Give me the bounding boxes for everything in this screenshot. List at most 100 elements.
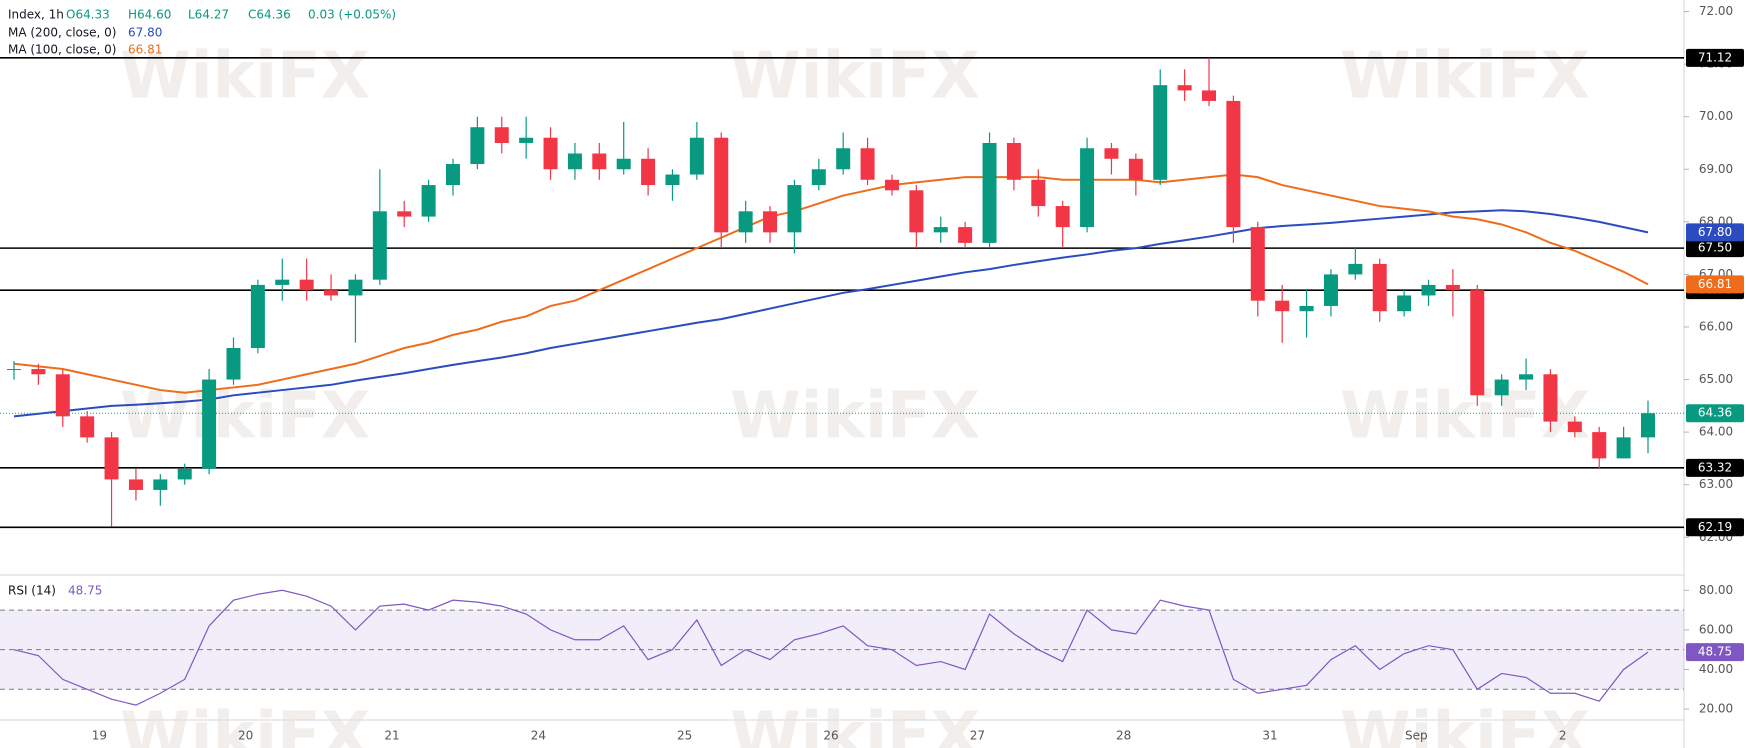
candle-body: [1348, 263, 1363, 275]
candle-body: [372, 211, 387, 280]
level-label: 62.19: [1698, 520, 1732, 534]
candle-body: [787, 185, 802, 233]
rsi-tick-label: 20.00: [1699, 702, 1733, 716]
candle-body: [714, 137, 729, 233]
candle-body: [1494, 379, 1509, 396]
candle-body: [494, 127, 509, 143]
ma-label: 66.81: [1698, 277, 1732, 291]
x-tick-label: 26: [823, 729, 838, 743]
level-box: [1686, 518, 1744, 537]
moving-average: [13, 209, 1649, 418]
candle-body: [1250, 227, 1265, 301]
y-tick-label: 70.00: [1699, 109, 1733, 123]
candle-body: [226, 348, 241, 380]
level-box: [1686, 239, 1744, 258]
candle-body: [1031, 179, 1046, 207]
candle-body: [1323, 274, 1338, 306]
candle-body: [1616, 437, 1631, 459]
watermarks: WikiFX WikiFX WikiFX WikiFX WikiFX WikiFX Wiki…: [120, 40, 1590, 748]
ma-label: 67.80: [1698, 225, 1732, 239]
x-tick-label: 21: [384, 729, 399, 743]
ma-legend-label: MA (100, close, 0): [8, 43, 116, 57]
x-tick-label: 24: [531, 729, 546, 743]
candle-body: [1397, 295, 1412, 312]
ma-box: [1686, 223, 1744, 242]
plot: [0, 57, 1684, 706]
x-tick-label: 2: [1559, 729, 1567, 743]
candle-body: [1006, 142, 1021, 180]
level-label: 67.50: [1698, 241, 1732, 255]
change: 0.03 (+0.05%): [308, 8, 396, 22]
candle-body: [641, 158, 656, 186]
watermark: WikiFX: [1340, 700, 1590, 748]
last-price-box: [1686, 404, 1744, 423]
candle-body: [1641, 413, 1655, 438]
level-label: 63.32: [1698, 460, 1732, 474]
rsi-box: [1686, 643, 1744, 662]
watermark: WikiFX: [120, 40, 370, 114]
candle-body: [1445, 284, 1460, 291]
candle-body: [299, 279, 314, 291]
candle-body: [1128, 158, 1143, 180]
rsi-legend-value: 48.75: [68, 584, 102, 598]
rsi-tick-label: 40.00: [1699, 662, 1733, 676]
x-tick-label: 27: [970, 729, 985, 743]
x-tick-label: 25: [677, 729, 692, 743]
candle-body: [1470, 290, 1485, 396]
candle-body: [665, 174, 680, 186]
candle-body: [1421, 284, 1436, 296]
watermark: WikiFX: [730, 40, 980, 114]
candle-body: [1055, 206, 1070, 228]
y-tick-label: 69.00: [1699, 162, 1733, 176]
watermark: WikiFX: [730, 380, 980, 454]
rsi-line: [13, 589, 1649, 706]
x-tick-label: Sep: [1405, 729, 1428, 743]
candle-body: [1275, 300, 1290, 312]
candle-body: [55, 374, 70, 417]
candle-body: [7, 369, 21, 371]
candle-body: [1372, 263, 1387, 312]
candle-body: [811, 169, 826, 186]
watermark: WikiFX: [730, 700, 980, 748]
candle-body: [202, 379, 217, 469]
watermark: WikiFX: [120, 700, 370, 748]
ma-box: [1686, 275, 1744, 294]
candle-body: [153, 479, 168, 490]
candle-body: [836, 148, 851, 170]
y-tick-label: 65.00: [1699, 372, 1733, 386]
legend: Index, 1h O64.33 H64.60 L64.27 C64.36 0.…: [8, 8, 396, 598]
candle-body: [177, 468, 192, 480]
rsi-label: 48.75: [1698, 645, 1732, 659]
candle-body: [445, 164, 460, 186]
watermark: WikiFX: [1340, 40, 1590, 114]
level-box: [1686, 48, 1744, 67]
ma-legend-value: 66.81: [128, 43, 162, 57]
axes: 62.0063.0064.0065.0066.0067.0068.0069.00…: [92, 4, 1744, 743]
moving-average: [13, 173, 1649, 394]
candle-body: [982, 142, 997, 243]
candle-body: [738, 211, 753, 233]
candle-body: [1543, 374, 1558, 422]
candle-body: [1519, 374, 1534, 380]
candle-body: [543, 137, 558, 170]
y-tick-label: 64.00: [1699, 425, 1733, 439]
candle-body: [689, 137, 704, 175]
candle-body: [1299, 305, 1314, 312]
candle-body: [519, 137, 534, 143]
candle-body: [397, 211, 412, 217]
level-label: 71.12: [1698, 50, 1732, 64]
chart-title: Index, 1h: [8, 8, 64, 22]
candle-body: [324, 290, 339, 296]
candle-body: [1104, 148, 1119, 159]
candle-body: [421, 185, 436, 217]
candle-body: [1177, 85, 1192, 91]
x-tick-label: 28: [1116, 729, 1131, 743]
x-tick-label: 31: [1262, 729, 1277, 743]
rsi-tick-label: 80.00: [1699, 583, 1733, 597]
rsi-title: RSI (14): [8, 584, 56, 598]
candle-body: [1080, 148, 1095, 228]
ma-legend-label: MA (200, close, 0): [8, 26, 116, 40]
candle-body: [909, 190, 924, 233]
candle-body: [104, 437, 119, 480]
